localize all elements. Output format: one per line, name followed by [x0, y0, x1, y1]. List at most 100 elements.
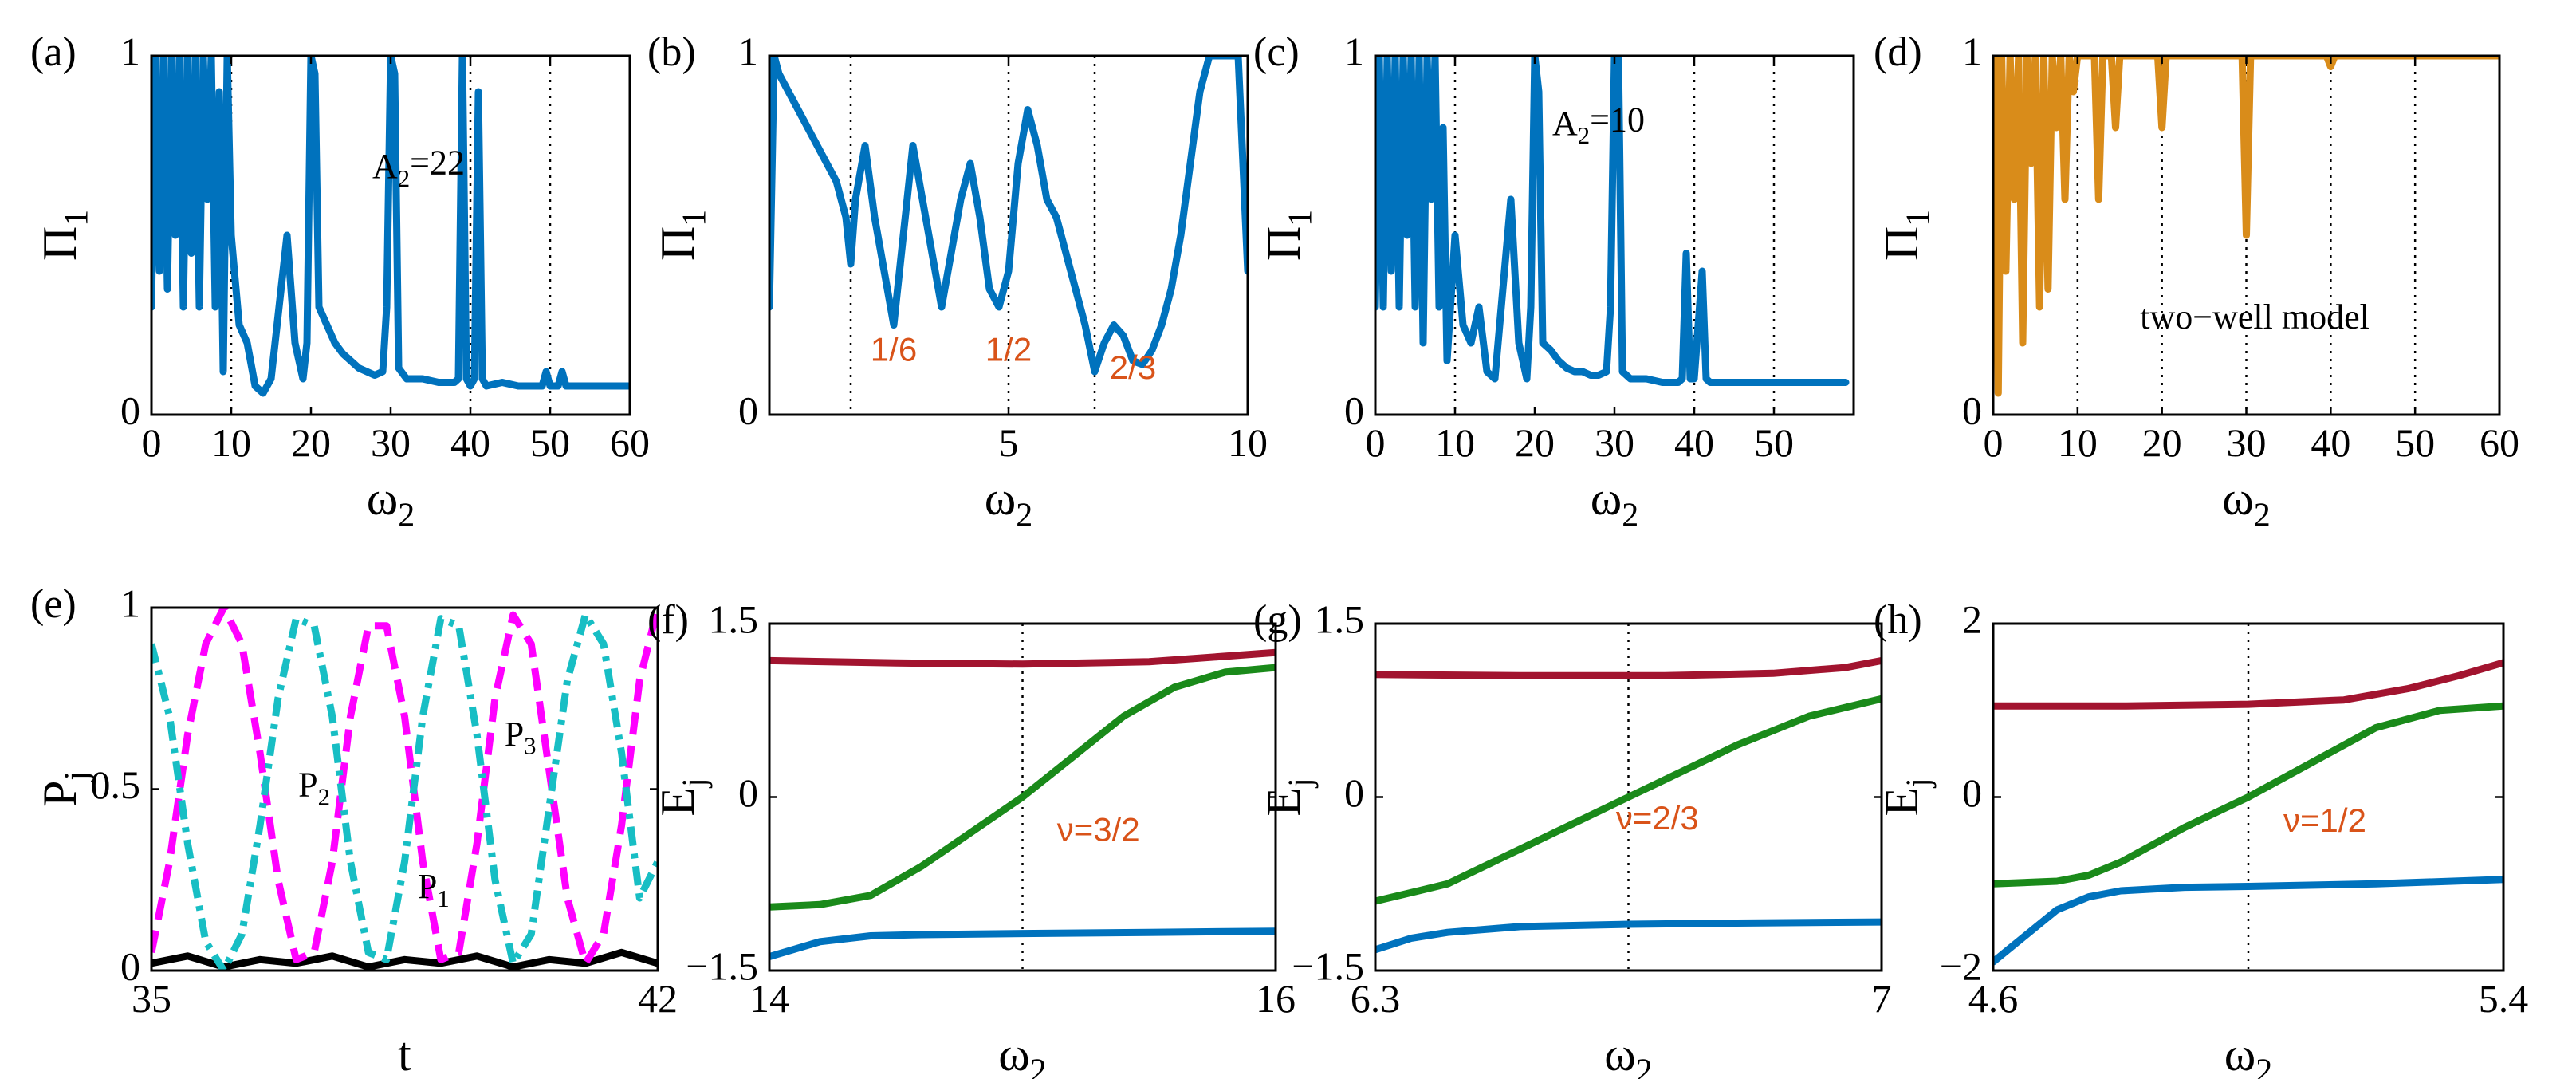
x-tick-label: 5.4 [2479, 976, 2529, 1021]
panel-letter: (a) [30, 30, 77, 75]
x-tick-label: 20 [291, 420, 331, 465]
annotation: A2=10 [1552, 100, 1645, 148]
y-tick-label: 0 [738, 388, 758, 432]
x-tick-label: 20 [1515, 420, 1555, 465]
y-tick-label: 0 [1344, 770, 1364, 815]
x-tick-label: 30 [371, 420, 411, 465]
panel-h: (h) 4.6 5.4 −2 0 2 ω2 Ej ν=1/2 [1874, 597, 2528, 1079]
annotation: 2/3 [1110, 349, 1156, 386]
y-tick-label: 0 [120, 388, 140, 432]
x-tick-label: 40 [450, 420, 490, 465]
y-tick-label: 1 [1344, 29, 1364, 73]
x-tick-label: 40 [2311, 420, 2350, 465]
x-tick-label: 40 [1674, 420, 1714, 465]
series-line-Π1 [769, 56, 1248, 376]
panel-c: (c) 0 10 20 30 40 50 0 1 ω2 Π1 A2=10 [1253, 29, 1855, 534]
y-tick-label: 1 [738, 29, 758, 73]
y-tick-label: −1.5 [686, 943, 758, 988]
x-tick-label: 6.3 [1351, 976, 1401, 1021]
series-line-E1 [1375, 918, 1882, 954]
annotation: A2=22 [372, 143, 465, 191]
x-tick-label: 5 [999, 420, 1019, 465]
x-tick-label: 42 [638, 976, 678, 1021]
annotation: 1/6 [871, 331, 917, 368]
series-line-E3 [1375, 656, 1882, 679]
x-tick-label: 10 [211, 420, 251, 465]
y-axis-title: Ej [1257, 778, 1319, 816]
series-line-Π1 [151, 56, 630, 397]
x-tick-label: 0 [142, 420, 162, 465]
y-tick-label: 2 [1962, 597, 1982, 641]
x-tick-label: 30 [2227, 420, 2267, 465]
x-axis-title: ω2 [1591, 472, 1639, 534]
y-tick-label: 1 [120, 29, 140, 73]
annotation: ν=1/2 [2283, 801, 2366, 839]
axes-box [150, 606, 659, 972]
x-axis-title: ω2 [367, 472, 415, 534]
annotation: P2 [298, 766, 330, 811]
x-axis-title: ω2 [1604, 1028, 1653, 1079]
x-axis-title: ω2 [985, 472, 1033, 534]
x-tick-label: 16 [1256, 976, 1296, 1021]
x-tick-label: 20 [2142, 420, 2182, 465]
y-tick-label: 0 [738, 770, 758, 815]
panel-letter: (f) [647, 597, 689, 643]
y-axis-title: Π1 [651, 210, 714, 261]
x-tick-label: 10 [1228, 420, 1268, 465]
x-tick-label: 30 [1595, 420, 1634, 465]
x-axis-title: ω2 [2224, 1028, 2273, 1079]
panel-b: (b) 5 10 0 1 ω2 Π1 1/6 1/2 2/3 [647, 29, 1268, 534]
y-tick-label: 1.5 [1315, 597, 1365, 641]
y-tick-label: 1 [120, 581, 140, 625]
y-tick-label: 0.5 [91, 762, 141, 807]
panel-letter: (e) [30, 581, 77, 627]
panel-f: (f) 14 16 −1.5 0 1.5 ω2 Ej ν=3/2 [647, 597, 1296, 1079]
panel-letter: (c) [1253, 30, 1300, 75]
panel-letter: (h) [1874, 597, 1922, 643]
panel-g: (g) 6.3 7 −1.5 0 1.5 ω2 Ej ν=2/3 [1253, 597, 1892, 1079]
x-tick-label: 4.6 [1968, 976, 2019, 1021]
series-line-E3 [1993, 659, 2503, 710]
y-tick-label: 0 [120, 943, 140, 988]
y-tick-label: 0 [1962, 388, 1982, 432]
panel-e: (e) 35 42 0 0.5 1 t Pj P2 P1 P3 [30, 581, 678, 1079]
series-line-P2 [151, 608, 658, 967]
y-tick-label: −2 [1940, 943, 1982, 988]
y-axis-title: Ej [1875, 778, 1937, 816]
x-axis-title: t [398, 1028, 411, 1079]
series-line-E3 [769, 648, 1276, 668]
series-line-E2 [769, 664, 1276, 911]
x-tick-label: 50 [1754, 420, 1794, 465]
series-line-P1 [151, 948, 658, 971]
panel-letter: (g) [1253, 597, 1302, 643]
series-line-E1 [769, 927, 1276, 961]
x-axis-title: ω2 [998, 1028, 1047, 1079]
series-line-E1 [1993, 876, 2503, 966]
x-tick-label: 0 [1984, 420, 2004, 465]
series-line-Π1 [1993, 56, 2499, 397]
annotation: 1/2 [985, 331, 1032, 368]
annotation: ν=3/2 [1057, 811, 1140, 849]
x-tick-label: 14 [749, 976, 789, 1021]
x-axis-title: ω2 [2222, 472, 2271, 534]
y-tick-label: 0 [1344, 388, 1364, 432]
y-tick-label: 1 [1962, 29, 1982, 73]
series-line-E2 [1375, 695, 1882, 905]
x-tick-label: 0 [1366, 420, 1386, 465]
panel-a: (a) 0 10 20 30 40 50 60 0 1 ω2 Π1 A2=22 [30, 29, 650, 534]
x-tick-label: 10 [1435, 420, 1475, 465]
y-axis-title: Π1 [33, 210, 96, 261]
y-axis-title: Π1 [1875, 210, 1937, 261]
panel-d: (d) 0 10 20 30 40 50 60 0 1 ω2 Π1 two−well model [1874, 29, 2519, 534]
y-axis-title: Ej [651, 778, 714, 816]
series-line-E2 [1993, 702, 2503, 888]
annotation: two−well model [2140, 297, 2370, 337]
x-tick-label: 60 [610, 420, 650, 465]
y-axis-title: Pj [33, 771, 96, 807]
y-tick-label: 1.5 [709, 597, 759, 641]
series-line-P3 [151, 611, 658, 971]
x-tick-label: 50 [530, 420, 570, 465]
y-axis-title: Π1 [1257, 210, 1319, 261]
x-tick-label: 50 [2395, 420, 2435, 465]
